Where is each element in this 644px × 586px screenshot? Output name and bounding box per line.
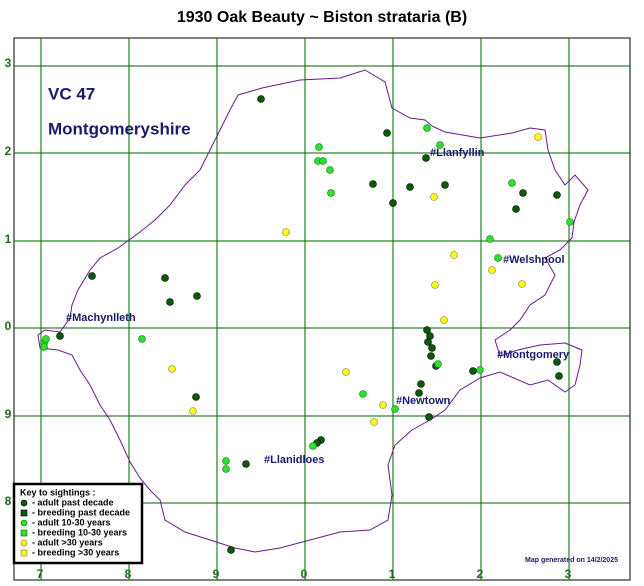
x-label: 8 (125, 567, 132, 581)
town-label: #Llanidloes (264, 454, 325, 466)
town-label: #Llanfyllin (430, 147, 485, 159)
footer: Map generated on 14/2/2025 (525, 557, 618, 564)
x-label: 7 (37, 567, 44, 581)
sightings (40, 95, 574, 554)
key-item: - adult >30 years (32, 537, 103, 547)
key: Key to sightings : - adult past decade -… (12, 482, 144, 565)
y-label: 9 (5, 407, 12, 421)
region-code: VC 47 (48, 84, 95, 103)
grid-labels: 7 8 9 0 1 2 3 3 2 1 0 9 8 (5, 56, 572, 581)
key-title: Key to sightings : (20, 487, 96, 497)
y-label: 8 (5, 494, 12, 508)
key-item: - breeding >30 years (32, 547, 119, 557)
x-label: 2 (477, 567, 484, 581)
key-item: - adult 10-30 years (32, 517, 111, 527)
key-item: - adult past decade (32, 497, 114, 507)
town-label: #Welshpool (503, 254, 565, 266)
frame (13, 37, 631, 581)
x-label: 9 (213, 567, 220, 581)
x-label: 0 (301, 567, 308, 581)
y-label: 2 (5, 144, 12, 158)
region-name: Montgomeryshire (48, 119, 191, 138)
key-item: - breeding 10-30 years (32, 527, 127, 537)
y-label: 1 (5, 232, 12, 246)
y-label: 3 (5, 56, 12, 70)
county-outline (37, 69, 589, 553)
title: 1930 Oak Beauty ~ Biston strataria (B) (177, 9, 467, 26)
x-label: 1 (389, 567, 396, 581)
y-label: 0 (5, 319, 12, 333)
key-item: - breeding past decade (32, 507, 130, 517)
town-label: #Montgomery (497, 349, 570, 361)
town-label: #Newtown (396, 395, 451, 407)
town-label: #Machynlleth (66, 312, 136, 324)
x-label: 3 (565, 567, 572, 581)
